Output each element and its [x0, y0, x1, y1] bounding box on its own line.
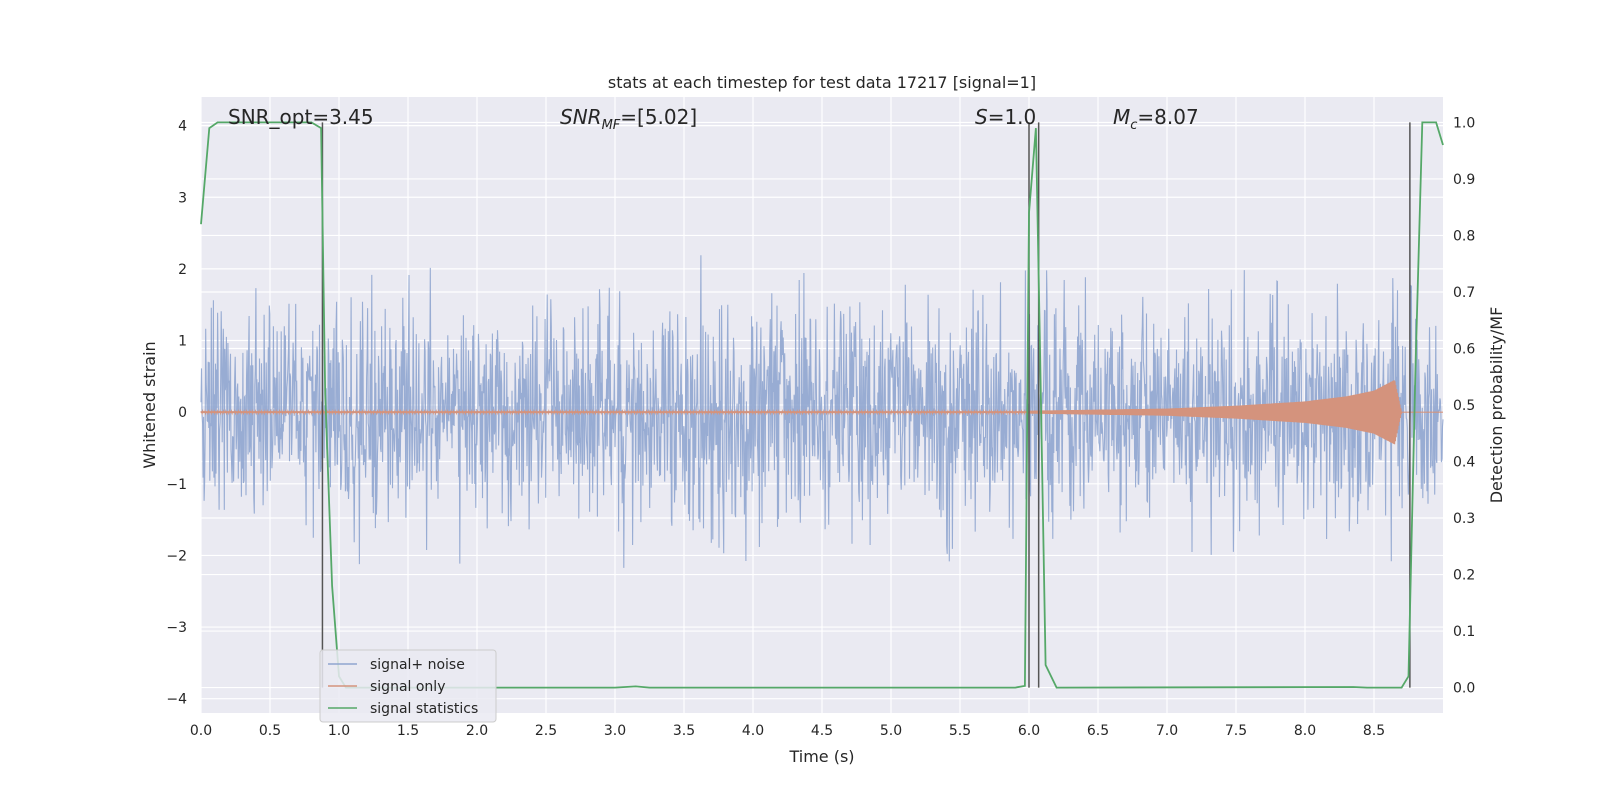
y-tick-label: −4 — [166, 692, 187, 708]
annotation-snr-mf: SNRMF=[5.02] — [560, 105, 697, 133]
x-tick-label: 1.0 — [328, 723, 350, 739]
x-tick-label: 4.5 — [811, 723, 833, 739]
x-tick-label: 0.5 — [259, 723, 281, 739]
y-tick-label: −3 — [166, 620, 187, 636]
x-tick-label: 7.0 — [1156, 723, 1178, 739]
signal-statistics-series — [200, 121, 1444, 689]
y2-tick-label: 0.6 — [1453, 341, 1475, 357]
legend-label-signal-noise: signal+ noise — [370, 657, 465, 673]
x-tick-label: 0.0 — [190, 723, 212, 739]
x-tick-label: 3.5 — [673, 723, 695, 739]
legend-label-signal-statistics: signal statistics — [370, 701, 478, 717]
x-tick-label: 1.5 — [397, 723, 419, 739]
x-tick-label: 6.5 — [1087, 723, 1109, 739]
x-tick-label: 8.0 — [1294, 723, 1316, 739]
signal-statistics-line — [200, 121, 1444, 689]
y2-tick-label: 0.3 — [1453, 511, 1475, 527]
y-tick-label: −1 — [166, 477, 187, 493]
y2-tick-label: 0.5 — [1453, 398, 1475, 414]
y-tick-label: 0 — [178, 405, 187, 421]
x-tick-label: 6.0 — [1018, 723, 1040, 739]
signal-noise-series — [200, 255, 1444, 568]
legend-box — [319, 649, 497, 723]
y2-tick-label: 0.2 — [1453, 568, 1475, 584]
x-tick-label: 4.0 — [742, 723, 764, 739]
y2-tick-label: 0.7 — [1453, 285, 1475, 301]
y2-tick-label: 0.4 — [1453, 455, 1475, 471]
annotation-snr-opt: SNR_opt=3.45 — [228, 105, 374, 129]
legend-label-signal-only: signal only — [370, 679, 445, 695]
y-tick-label: 4 — [178, 119, 187, 135]
x-axis-label: Time (s) — [788, 747, 854, 766]
signal-noise-line — [200, 255, 1444, 568]
x-tick-label: 8.5 — [1363, 723, 1385, 739]
y-tick-label: 1 — [178, 334, 187, 350]
y-axis-label: Whitened strain — [140, 341, 159, 468]
y2-axis-ticks: 1.0 0.9 0.8 0.7 0.6 0.5 0.4 0.3 0.2 0.1 0.0 — [1453, 115, 1475, 696]
chart-title: stats at each timestep for test data 172… — [608, 73, 1036, 92]
y2-tick-label: 0.0 — [1453, 681, 1475, 697]
legend: signal+ noise signal only signal statist… — [319, 649, 497, 723]
x-tick-label: 7.5 — [1225, 723, 1247, 739]
y2-tick-label: 1.0 — [1453, 115, 1475, 131]
y-tick-label: 2 — [178, 262, 187, 278]
y-tick-label: 3 — [178, 190, 187, 206]
x-tick-label: 2.5 — [535, 723, 557, 739]
x-tick-label: 5.5 — [949, 723, 971, 739]
annotation-mc: Mc=8.07 — [1113, 105, 1199, 133]
x-tick-label: 2.0 — [466, 723, 488, 739]
y2-tick-label: 0.9 — [1453, 172, 1475, 188]
y2-axis-label: Detection probability/MF — [1487, 307, 1506, 504]
signal-only-series — [200, 380, 1443, 445]
y2-tick-label: 0.8 — [1453, 228, 1475, 244]
x-axis-ticks: 0.0 0.5 1.0 1.5 2.0 2.5 3.0 3.5 4.0 4.5 5.0 5.5 6.0 6… — [190, 723, 1385, 739]
y2-tick-label: 0.1 — [1453, 624, 1475, 640]
x-tick-label: 5.0 — [880, 723, 902, 739]
x-tick-label: 3.0 — [604, 723, 626, 739]
y-tick-label: −2 — [166, 548, 187, 564]
annotation-s: S=1.0 — [975, 105, 1036, 129]
y-axis-ticks: 4 3 2 1 0 −1 −2 −3 −4 — [166, 119, 187, 708]
signal-only-line — [200, 380, 1443, 445]
